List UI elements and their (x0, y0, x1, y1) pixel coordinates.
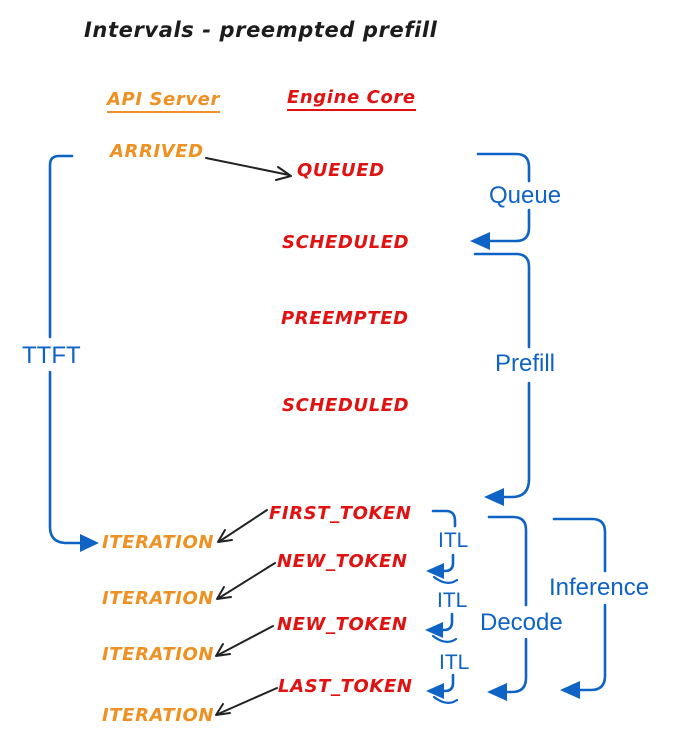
event-scheduled-2: SCHEDULED (282, 395, 410, 416)
inference-arrowhead-left (560, 681, 580, 699)
decode-arrowhead-left (487, 683, 507, 701)
queue-arrowhead-left (470, 232, 490, 250)
inference-bracket-top (552, 517, 607, 573)
itl-1-hook-flick (432, 575, 459, 584)
prefill-arrowhead-left (484, 488, 504, 506)
event-iteration-2: ITERATION (102, 588, 215, 609)
interval-label-queue: Queue (489, 182, 562, 209)
queue-bracket-top (476, 152, 531, 183)
interval-label-itl-2: ITL (437, 589, 468, 612)
event-arrived: ARRIVED (110, 141, 204, 162)
decode-bracket-top (487, 515, 528, 607)
arrow-arrived-to-queued-head (275, 166, 292, 181)
column-header-engine-core: Engine Core (287, 89, 416, 111)
prefill-bracket-top (473, 252, 531, 349)
inference-bracket-bottom (578, 603, 607, 692)
ttft-bracket-bottom (48, 370, 82, 545)
event-iteration-3: ITERATION (102, 644, 215, 665)
interval-label-decode: Decode (480, 609, 563, 636)
event-queued: QUEUED (297, 160, 385, 181)
interval-label-itl-3: ITL (439, 651, 470, 674)
prefill-bracket-bottom (502, 381, 531, 499)
interval-label-prefill: Prefill (495, 350, 556, 377)
decode-bracket-bottom (505, 637, 528, 694)
event-first-token: FIRST_TOKEN (269, 503, 412, 524)
column-header-api-server: API Server (107, 91, 220, 113)
itl-2-hook-flick (431, 634, 458, 643)
ttft-arrowhead-right (80, 534, 99, 552)
interval-label-inference: Inference (549, 574, 650, 601)
queue-bracket-bottom (488, 208, 531, 243)
arrow-new-token-2-to-iteration (217, 625, 274, 656)
arrow-new-token-2-to-iteration-head (215, 643, 231, 657)
itl-3-arrowhead-left (426, 683, 444, 699)
itl-1-hook (442, 553, 455, 573)
arrow-arrived-to-queued (205, 157, 290, 176)
event-iteration-4: ITERATION (102, 705, 215, 726)
arrow-new-token-1-to-iteration-head (216, 586, 232, 600)
itl-1-arrowhead-left (426, 563, 444, 579)
itl-3-hook (442, 673, 455, 693)
event-new-token-1: NEW_TOKEN (277, 551, 408, 572)
diagram-title: Intervals - preempted prefill (84, 18, 438, 42)
arrow-first-token-to-iteration-head (217, 529, 233, 543)
interval-label-ttft: TTFT (22, 342, 81, 369)
arrow-last-token-to-iteration-head (215, 703, 231, 716)
event-preempted: PREEMPTED (281, 308, 409, 329)
itl-2-hook (441, 612, 454, 632)
arrow-last-token-to-iteration (217, 687, 278, 715)
ttft-bracket-top (48, 154, 74, 339)
itl-3-hook-flick (432, 695, 459, 704)
event-last-token: LAST_TOKEN (278, 676, 413, 697)
event-new-token-2: NEW_TOKEN (277, 614, 408, 635)
itl-2-arrowhead-left (425, 622, 443, 638)
event-iteration-1: ITERATION (102, 532, 215, 553)
itl-1-bracket-top (431, 509, 457, 528)
arrow-first-token-to-iteration (219, 509, 268, 542)
event-scheduled-1: SCHEDULED (282, 232, 410, 253)
interval-label-itl-1: ITL (438, 529, 469, 552)
arrow-new-token-1-to-iteration (218, 562, 276, 599)
